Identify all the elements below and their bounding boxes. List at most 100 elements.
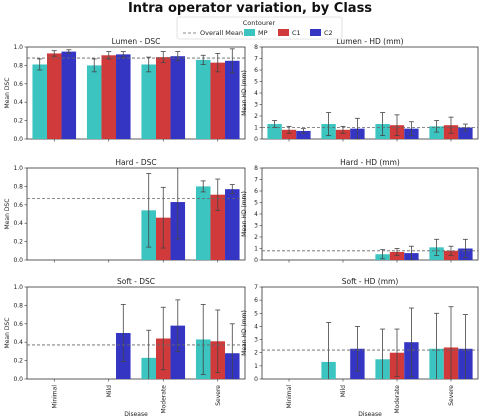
legend-entry: C1 — [292, 29, 301, 37]
panel-lumen-dsc: 0.0 0.2 0.4 0.6 0.8 1.0 Mean DSC Lumen - DSC — [4, 37, 246, 143]
bar — [225, 189, 240, 260]
bar — [86, 65, 102, 139]
figure-title: Intra operator variation, by Class — [128, 1, 372, 16]
legend-swatch — [278, 29, 289, 36]
bar — [46, 53, 62, 139]
y-tick-label: 0.0 — [13, 257, 23, 264]
bar — [170, 325, 186, 379]
bar — [141, 64, 156, 139]
panel-title: Soft - DSC — [117, 277, 155, 286]
y-tick-label: 1 — [254, 363, 258, 370]
y-tick-label: 3 — [254, 337, 258, 344]
y-tick-label: 3 — [254, 102, 258, 109]
x-tick-label: Severe — [215, 385, 222, 406]
x-tick-label: Severe — [448, 385, 455, 406]
y-axis-label: Mean HD (mm) — [241, 191, 248, 237]
bar — [335, 129, 351, 139]
x-tick-label: Minimal — [286, 385, 293, 409]
plot-frame — [261, 167, 479, 261]
y-tick-label: 0.4 — [13, 339, 23, 346]
y-tick-label: 8 — [254, 165, 258, 172]
x-tick-label: Moderate — [160, 385, 167, 414]
y-tick-label: 1.0 — [13, 284, 23, 291]
y-tick-label: 4 — [254, 90, 258, 97]
chart-panels: 0.0 0.2 0.4 0.6 0.8 1.0 Mean DSC Lumen - DSC 0 1 2… — [4, 37, 479, 414]
legend-entry: C2 — [324, 29, 333, 37]
y-tick-label: 7 — [254, 177, 258, 184]
plot-frame — [26, 46, 246, 140]
y-tick-label: 0 — [254, 257, 258, 264]
bar — [458, 127, 473, 139]
legend-swatch — [310, 29, 321, 36]
y-tick-label: 1.0 — [13, 165, 23, 172]
y-tick-label: 0.4 — [13, 220, 23, 227]
panel-hard-dsc: 0.0 0.2 0.4 0.6 0.8 1.0 Mean DSC Hard - DSC — [4, 158, 246, 264]
y-tick-label: 7 — [254, 284, 258, 291]
y-tick-label: 1 — [254, 246, 258, 253]
y-tick-label: 2 — [254, 234, 258, 241]
legend-swatch — [244, 29, 255, 36]
legend-box — [176, 16, 343, 40]
x-tick-label: Minimal — [51, 385, 58, 409]
panel-soft-hd-mm-: 0 1 2 3 4 5 6 7 Mean HD (mm) Soft - HD (mm) Minima… — [241, 277, 479, 414]
y-tick-label: 0 — [254, 136, 258, 143]
y-tick-label: 0.8 — [13, 183, 23, 190]
bar — [210, 194, 226, 260]
bar — [296, 130, 311, 139]
y-tick-label: 1.0 — [13, 44, 23, 51]
y-tick-label: 6 — [254, 297, 258, 304]
panel-title: Lumen - DSC — [112, 37, 161, 46]
plot-frame — [261, 286, 479, 380]
y-tick-label: 0.2 — [13, 239, 23, 246]
y-tick-label: 2 — [254, 350, 258, 357]
panel-title: Lumen - HD (mm) — [336, 37, 403, 46]
y-tick-label: 7 — [254, 56, 258, 63]
y-tick-label: 0 — [254, 376, 258, 383]
y-tick-label: 0.4 — [13, 99, 23, 106]
y-tick-label: 0.0 — [13, 376, 23, 383]
bar — [429, 126, 444, 139]
x-tick-label: Moderate — [394, 385, 401, 414]
y-tick-label: 5 — [254, 200, 258, 207]
y-axis-label: Mean DSC — [4, 199, 11, 230]
y-tick-label: 5 — [254, 79, 258, 86]
bar — [210, 62, 226, 139]
y-axis-label: Mean DSC — [4, 318, 11, 349]
y-tick-label: 0.2 — [13, 358, 23, 365]
panel-title: Hard - HD (mm) — [340, 158, 400, 167]
bar — [155, 57, 171, 140]
x-axis-label-right: Disease — [358, 411, 382, 418]
y-tick-label: 5 — [254, 310, 258, 317]
y-tick-label: 0.0 — [13, 136, 23, 143]
panel-hard-hd-mm-: 0 1 2 3 4 5 6 7 8 Mean HD (mm) Hard - HD (mm) — [241, 158, 479, 264]
bar — [101, 55, 117, 139]
y-tick-label: 0.6 — [13, 81, 23, 88]
y-tick-label: 1 — [254, 125, 258, 132]
y-tick-label: 0.6 — [13, 202, 23, 209]
bar — [389, 251, 405, 260]
panel-title: Hard - DSC — [115, 158, 156, 167]
y-tick-label: 2 — [254, 113, 258, 120]
plot-frame — [26, 286, 246, 380]
bar — [281, 129, 297, 139]
bar — [195, 59, 211, 139]
legend-mean-label: Overall Mean — [200, 29, 243, 37]
y-tick-label: 4 — [254, 211, 258, 218]
y-tick-label: 4 — [254, 323, 258, 330]
y-tick-label: 0.2 — [13, 118, 23, 125]
y-axis-label: Mean HD (mm) — [241, 70, 248, 116]
bar — [32, 64, 47, 139]
x-axis-label-left: Disease — [124, 411, 148, 418]
y-axis-label: Mean HD (mm) — [241, 310, 248, 356]
bar — [61, 51, 77, 139]
panel-title: Soft - HD (mm) — [342, 277, 399, 286]
bar — [225, 60, 240, 139]
y-tick-label: 0.8 — [13, 62, 23, 69]
bar — [170, 56, 186, 140]
y-tick-label: 8 — [254, 44, 258, 51]
bar — [116, 54, 131, 139]
bar — [195, 186, 211, 260]
y-axis-label: Mean DSC — [4, 78, 11, 109]
